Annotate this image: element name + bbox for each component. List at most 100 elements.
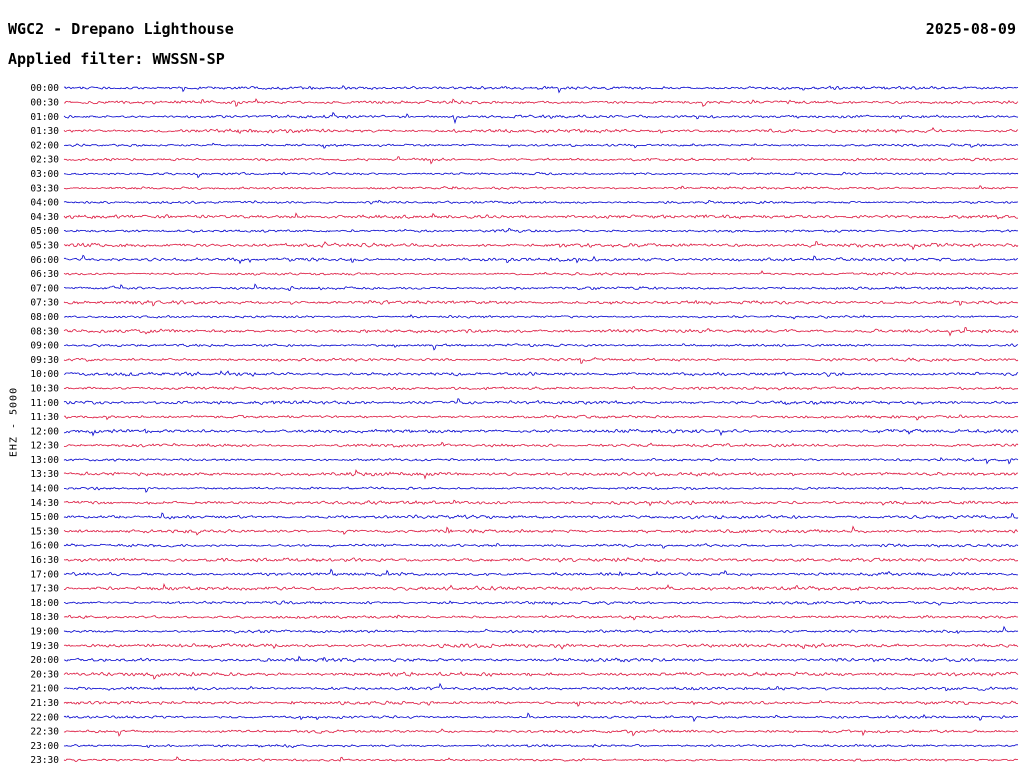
station-title: WGC2 - Drepano Lighthouse <box>8 20 234 38</box>
seismogram-trace <box>63 343 1019 351</box>
seismogram-trace <box>64 655 1019 663</box>
seismogram-trace <box>63 614 1018 621</box>
seismogram-trace <box>63 568 1018 577</box>
seismogram-trace <box>63 712 1019 723</box>
seismogram-trace <box>63 254 1019 265</box>
seismogram-trace <box>63 428 1019 437</box>
row-time-label: 12:30 <box>30 441 59 452</box>
row-time-label: 22:30 <box>30 727 59 738</box>
seismogram-trace <box>63 682 1019 692</box>
seismogram-trace <box>63 499 1019 507</box>
row-time-label: 00:30 <box>30 98 59 109</box>
row-time-label: 10:00 <box>30 369 59 380</box>
seismogram-trace <box>63 600 1019 606</box>
seismogram-trace <box>63 398 1019 406</box>
row-time-label: 14:30 <box>30 498 59 509</box>
seismogram-trace <box>63 486 1019 493</box>
row-time-label: 01:30 <box>30 126 59 137</box>
row-time-label: 12:00 <box>30 426 59 437</box>
row-time-label: 16:00 <box>30 541 59 552</box>
row-time-label: 00:00 <box>30 83 59 94</box>
row-time-label: 04:30 <box>30 212 59 223</box>
row-time-label: 07:30 <box>30 298 59 309</box>
seismogram-trace <box>63 728 1019 737</box>
seismogram-trace <box>63 543 1019 549</box>
row-time-label: 13:30 <box>30 469 59 480</box>
row-time-label: 21:30 <box>30 698 59 709</box>
seismogram-trace <box>63 227 1019 233</box>
seismogram-trace <box>63 512 1019 520</box>
seismogram-trace <box>63 185 1019 190</box>
row-time-label: 15:30 <box>30 526 59 537</box>
row-time-label: 19:00 <box>30 627 59 638</box>
row-time-label: 07:00 <box>30 283 59 294</box>
seismogram-trace <box>63 525 1019 536</box>
seismogram-trace <box>63 625 1019 634</box>
row-time-label: 01:00 <box>30 112 59 123</box>
row-time-label: 20:30 <box>30 669 59 680</box>
row-time-label: 20:00 <box>30 655 59 666</box>
seismogram-trace <box>64 98 1019 108</box>
row-time-label: 06:00 <box>30 255 59 266</box>
row-time-label: 05:00 <box>30 226 59 237</box>
row-time-label: 11:00 <box>30 398 59 409</box>
seismogram-trace <box>63 126 1019 134</box>
row-time-label: 08:00 <box>30 312 59 323</box>
row-time-label: 09:30 <box>30 355 59 366</box>
row-time-label: 21:00 <box>30 684 59 695</box>
seismogram-trace <box>63 370 1019 377</box>
row-time-label: 17:00 <box>30 569 59 580</box>
row-time-label: 23:00 <box>30 741 59 752</box>
seismogram-trace <box>63 456 1019 465</box>
seismogram-trace <box>63 700 1019 707</box>
seismogram-trace <box>63 756 1019 762</box>
seismogram-trace <box>63 643 1019 650</box>
seismogram-trace <box>63 314 1019 320</box>
seismogram-trace <box>63 671 1019 680</box>
row-time-label: 04:00 <box>30 198 59 209</box>
row-time-label: 13:00 <box>30 455 59 466</box>
row-time-label: 08:30 <box>30 326 59 337</box>
seismogram-trace <box>63 212 1019 220</box>
row-time-label: 03:00 <box>30 169 59 180</box>
row-time-label: 02:30 <box>30 155 59 166</box>
row-time-label: 03:30 <box>30 183 59 194</box>
row-time-label: 11:30 <box>30 412 59 423</box>
seismogram-trace <box>63 386 1019 391</box>
seismogram-trace <box>64 142 1019 149</box>
seismogram-trace <box>63 85 1019 94</box>
row-time-label: 02:00 <box>30 140 59 151</box>
seismogram-trace <box>63 743 1018 749</box>
seismogram-trace <box>63 240 1019 251</box>
row-time-label: 18:00 <box>30 598 59 609</box>
seismogram-trace <box>63 327 1019 337</box>
row-time-label: 18:30 <box>30 612 59 623</box>
seismogram-trace <box>63 299 1019 307</box>
row-time-label: 14:00 <box>30 484 59 495</box>
date-label: 2025-08-09 <box>925 20 1016 38</box>
row-time-label: 16:30 <box>30 555 59 566</box>
row-time-label: 19:30 <box>30 641 59 652</box>
row-time-label: 17:30 <box>30 584 59 595</box>
seismogram-trace <box>63 583 1019 592</box>
seismogram-trace <box>63 469 1019 480</box>
seismogram-trace <box>63 414 1019 421</box>
seismogram-trace <box>64 557 1019 563</box>
row-time-label: 06:30 <box>30 269 59 280</box>
seismogram-trace <box>63 156 1019 165</box>
seismogram-trace <box>63 171 1019 179</box>
seismogram-trace <box>63 199 1019 205</box>
row-time-label: 22:00 <box>30 712 59 723</box>
seismogram-trace <box>63 270 1019 276</box>
row-time-label: 05:30 <box>30 241 59 252</box>
row-time-label: 09:00 <box>30 341 59 352</box>
seismogram-trace <box>64 283 1019 292</box>
filter-label: Applied filter: WWSSN-SP <box>8 50 225 68</box>
row-time-label: 15:00 <box>30 512 59 523</box>
seismogram-trace <box>63 111 1019 125</box>
seismogram-trace <box>63 356 1019 364</box>
row-time-label: 10:30 <box>30 384 59 395</box>
seismogram-trace <box>63 441 1019 448</box>
